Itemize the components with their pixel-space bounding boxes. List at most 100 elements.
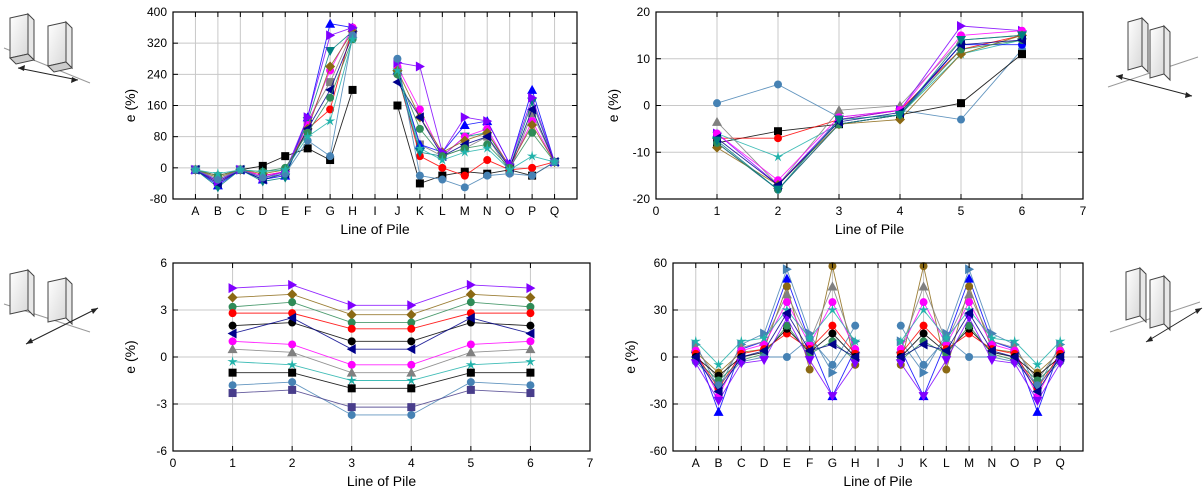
data-point [407, 318, 416, 327]
series-line [232, 293, 531, 316]
data-point [781, 289, 792, 299]
data-point [414, 112, 424, 123]
data-point [1009, 352, 1019, 362]
data-series-4 [228, 309, 535, 333]
data-point [466, 279, 476, 290]
data-point [828, 321, 837, 330]
x-tick-label: O [1010, 456, 1019, 470]
chart-panel-3: -6 -3 0 3 6 0 1 2 3 4 5 6 7 Line of Pile e (%) [122, 256, 594, 489]
data-point [827, 392, 838, 402]
data-point [326, 105, 335, 114]
data-point [782, 298, 791, 307]
x-tick-label: L [439, 204, 446, 218]
data-point [713, 406, 724, 416]
data-point [415, 61, 425, 72]
data-point [827, 304, 838, 315]
data-point [986, 356, 997, 366]
x-tick-label: L [943, 456, 950, 470]
data-point [713, 99, 721, 108]
y-tick-label: 20 [637, 5, 651, 19]
x-tick-label: A [692, 456, 700, 470]
data-point [325, 46, 336, 56]
data-point [782, 264, 792, 275]
x-tick-label: Q [1056, 456, 1065, 470]
data-point [918, 392, 929, 402]
y-axis-title: e (%) [605, 89, 621, 122]
x-axis-title: Line of Pile [843, 473, 912, 489]
data-point [414, 142, 426, 153]
series-line [232, 389, 531, 408]
series-line [900, 328, 1061, 377]
x-tick-label: 0 [170, 456, 177, 470]
data-point [957, 99, 965, 108]
data-point [828, 360, 837, 369]
data-point [782, 353, 791, 361]
x-tick-label: J [898, 456, 904, 470]
data-point [834, 105, 844, 115]
data-point [228, 337, 237, 346]
y-tick-label: 3 [160, 303, 167, 317]
data-point [781, 304, 793, 315]
data-point [759, 345, 769, 356]
data-point [228, 302, 237, 311]
building-diagram-icon-top-left [3, 12, 91, 84]
data-point [347, 410, 356, 419]
data-point [228, 283, 238, 294]
data-point [781, 308, 791, 319]
data-point [526, 389, 535, 398]
data-point [407, 324, 416, 333]
x-tick-label: G [325, 204, 334, 218]
data-point [957, 115, 965, 124]
data-point [438, 175, 447, 184]
x-tick-label: B [715, 456, 723, 470]
data-series-1 [228, 279, 536, 311]
data-point [528, 128, 537, 137]
data-point [415, 179, 424, 188]
data-point [919, 321, 928, 330]
y-tick-label: -60 [650, 444, 668, 458]
data-point [407, 403, 416, 412]
data-point [774, 127, 782, 136]
data-point [465, 289, 476, 300]
y-tick-label: -20 [633, 192, 651, 206]
data-point [227, 292, 238, 303]
x-tick-label: N [988, 456, 997, 470]
data-point [736, 352, 746, 362]
data-point [228, 381, 237, 390]
data-series-8 [227, 344, 536, 377]
data-point [804, 356, 815, 366]
data-point [850, 359, 861, 369]
data-point [986, 345, 996, 356]
data-point [528, 92, 538, 103]
data-point [849, 335, 861, 346]
data-point [1017, 31, 1027, 41]
data-point [393, 101, 402, 110]
data-point [1033, 381, 1042, 390]
data-point [288, 378, 297, 387]
data-point [1055, 352, 1065, 362]
data-point [774, 134, 782, 143]
data-point [713, 396, 724, 406]
data-point [483, 156, 492, 165]
data-point [712, 116, 722, 126]
data-point [1032, 396, 1043, 406]
data-point [347, 324, 356, 333]
data-point [964, 289, 975, 299]
data-point [346, 367, 357, 377]
data-point [851, 321, 860, 330]
series-line [695, 328, 856, 377]
data-point [1054, 335, 1066, 346]
data-point [438, 163, 447, 172]
series-line [900, 325, 1061, 386]
x-tick-label: M [460, 204, 470, 218]
data-point [228, 309, 237, 318]
data-point [957, 21, 966, 32]
data-series-9 [227, 356, 536, 385]
y-tick-label: 400 [147, 5, 167, 19]
data-point [956, 39, 965, 50]
data-point [459, 119, 470, 129]
data-point [804, 332, 815, 343]
x-tick-label: H [851, 456, 860, 470]
